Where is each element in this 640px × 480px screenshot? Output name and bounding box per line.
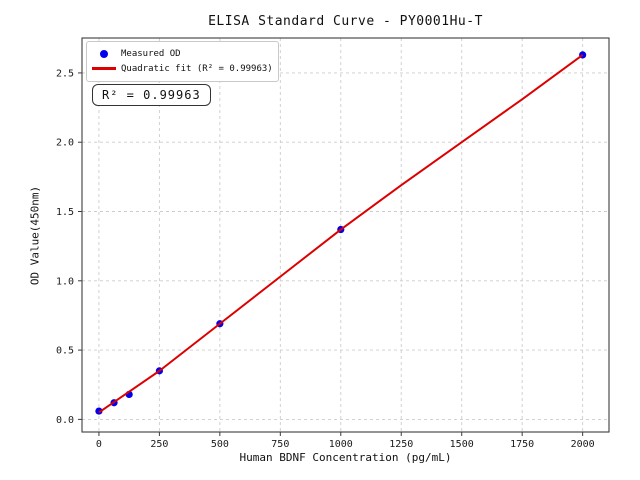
legend: Measured OD Quadratic fit (R² = 0.99963) [86,41,279,82]
y-tick-label: 2.0 [56,138,74,149]
x-tick-label: 1250 [389,439,413,450]
x-tick-label: 1000 [329,439,353,450]
x-tick-label: 0 [96,439,102,450]
y-tick-label: 1.0 [56,276,74,287]
r-squared-annotation: R² = 0.99963 [92,84,211,106]
quadratic-fit-line [98,54,584,414]
legend-marker-cell [87,49,121,58]
line-marker-icon [92,67,116,70]
legend-item-measured-od: Measured OD [87,46,278,61]
x-axis-label: Human BDNF Concentration (pg/mL) [239,451,452,464]
x-tick-label: 250 [150,439,168,450]
data-point [95,407,103,415]
y-tick-label: 2.5 [56,68,74,79]
y-tick-label: 0.0 [56,415,74,426]
plot-frame [81,37,610,433]
x-tick-label: 750 [271,439,289,450]
y-tick-label: 0.5 [56,346,74,357]
x-tick-label: 500 [211,439,229,450]
y-axis-label: OD Value(450nm) [28,185,42,286]
legend-item-quadratic-fit: Quadratic fit (R² = 0.99963) [87,61,278,76]
legend-marker-cell [87,67,121,70]
x-tick-label: 1500 [450,439,474,450]
legend-label-measured-od: Measured OD [121,48,181,59]
x-tick-label: 1750 [510,439,534,450]
scatter-marker-icon [100,49,108,58]
y-tick-label: 1.5 [56,207,74,218]
chart-title: ELISA Standard Curve - PY0001Hu-T [208,14,483,29]
x-tick-label: 2000 [571,439,595,450]
legend-label-quadratic-fit: Quadratic fit (R² = 0.99963) [121,63,273,74]
